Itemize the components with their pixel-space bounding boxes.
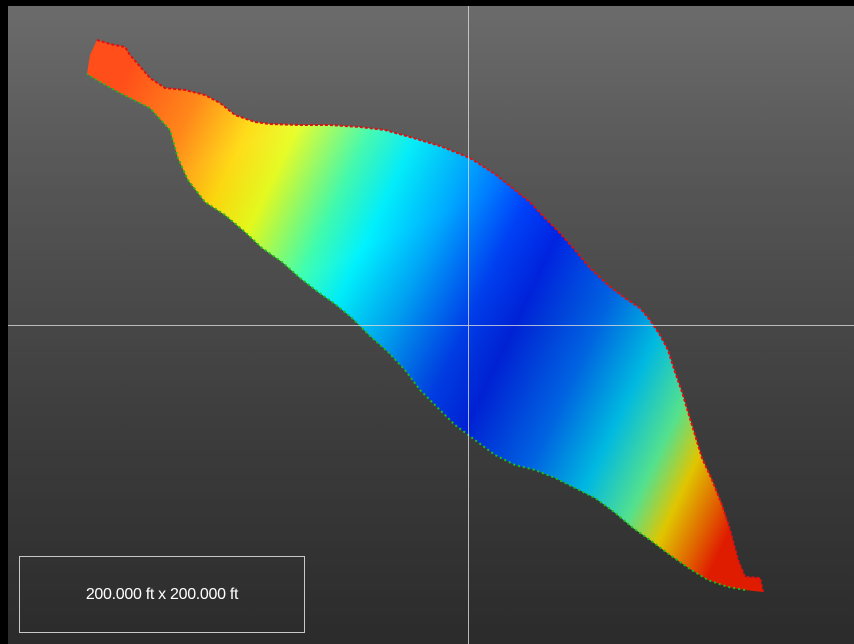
crosshair-horizontal	[8, 325, 854, 326]
surface-bottom-edge	[86, 73, 746, 591]
scale-label: 200.000 ft x 200.000 ft	[85, 585, 239, 603]
crosshair-vertical	[468, 6, 469, 644]
surface-shading	[87, 40, 763, 592]
scale-indicator: 200.000 ft x 200.000 ft	[19, 556, 305, 633]
surface-top-edge	[96, 39, 764, 593]
surface-model[interactable]	[8, 6, 854, 644]
viewport-canvas[interactable]: 200.000 ft x 200.000 ft	[8, 6, 854, 644]
